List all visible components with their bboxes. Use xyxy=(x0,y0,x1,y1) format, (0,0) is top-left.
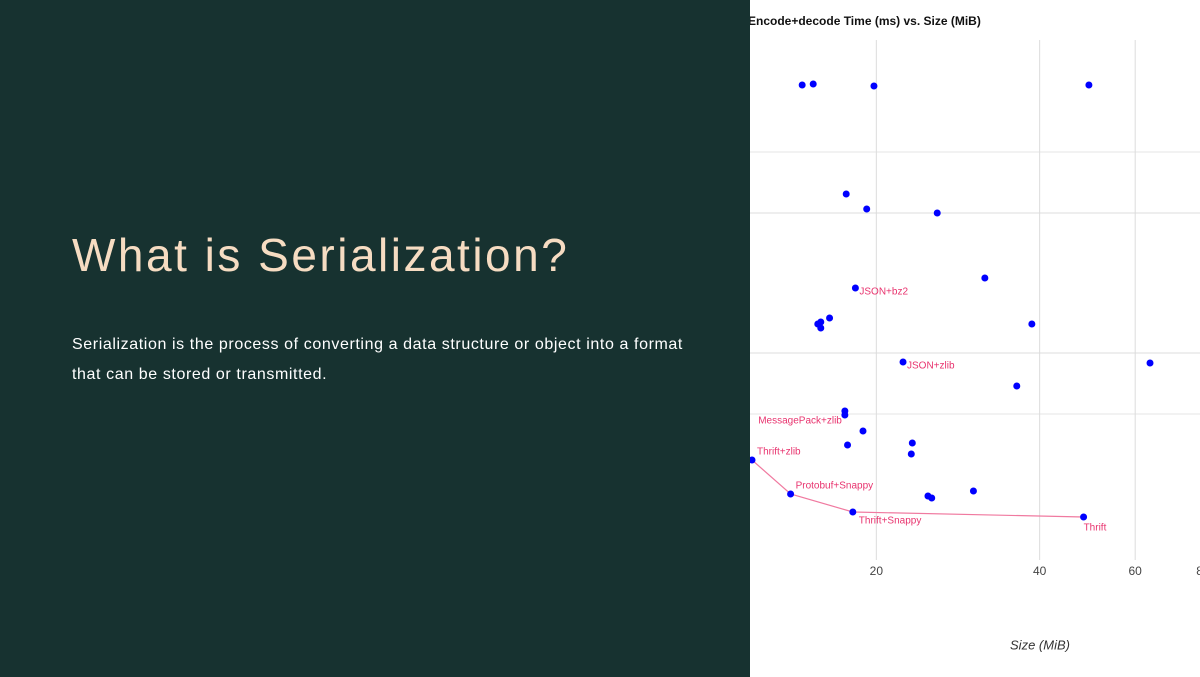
x-axis-label: Size (MiB) xyxy=(1010,637,1070,652)
point xyxy=(907,450,915,458)
x-tick-label: 60 xyxy=(1129,564,1143,578)
point-label: MessagePack+zlib xyxy=(758,416,842,427)
point xyxy=(1028,320,1036,328)
point xyxy=(933,209,941,217)
point xyxy=(899,358,907,366)
point xyxy=(841,411,849,419)
point xyxy=(859,427,867,435)
left-panel: What is Serialization? Serialization is … xyxy=(0,0,750,677)
point xyxy=(1146,359,1154,367)
point xyxy=(849,508,857,516)
frontier-line xyxy=(751,459,1084,518)
slide-body: Serialization is the process of converti… xyxy=(72,336,683,383)
point xyxy=(981,274,989,282)
point xyxy=(870,82,878,90)
point xyxy=(817,318,825,326)
chart-title: Encode+decode Time (ms) vs. Size (MiB) xyxy=(748,14,981,28)
point xyxy=(928,494,936,502)
point xyxy=(908,439,916,447)
point xyxy=(798,81,806,89)
point-label: Thrift+Snappy xyxy=(859,516,922,527)
x-tick-label: 40 xyxy=(1033,564,1047,578)
grid xyxy=(750,151,1200,415)
point xyxy=(826,314,834,322)
point xyxy=(1085,81,1093,89)
point-label: Thrift+zlib xyxy=(757,447,801,458)
point-label: JSON+bz2 xyxy=(859,287,908,298)
point xyxy=(809,80,817,88)
point xyxy=(748,456,756,464)
point xyxy=(1080,513,1088,521)
point-label: Protobuf+Snappy xyxy=(796,481,874,492)
point-label: JSON+zlib xyxy=(907,361,955,372)
point-label: Thrift xyxy=(1084,523,1107,534)
x-tick-label: 80 xyxy=(1196,564,1200,578)
point xyxy=(1013,382,1021,390)
point xyxy=(787,490,795,498)
slide-title: What is Serialization? xyxy=(72,229,570,281)
point xyxy=(851,284,859,292)
point xyxy=(817,324,825,332)
x-tick-label: 20 xyxy=(870,564,884,578)
point xyxy=(842,190,850,198)
point xyxy=(844,441,852,449)
point xyxy=(969,487,977,495)
point xyxy=(863,205,871,213)
